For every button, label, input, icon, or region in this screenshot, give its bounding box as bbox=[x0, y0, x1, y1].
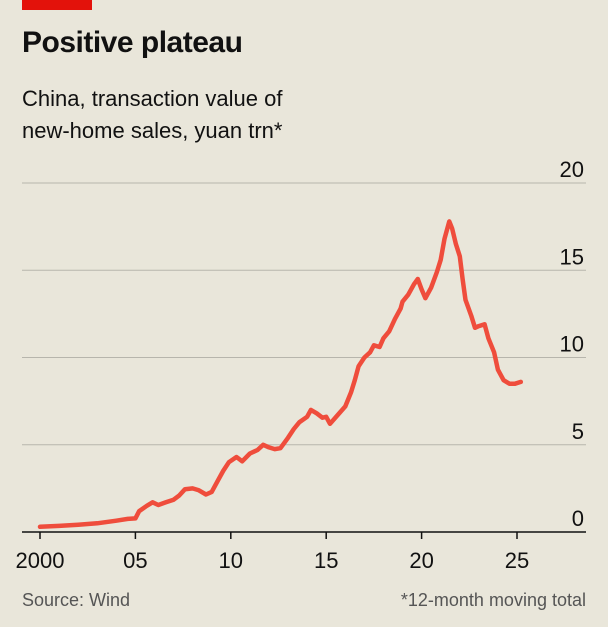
x-tick-label-2000: 2000 bbox=[16, 548, 65, 573]
chart-subtitle-line-2: new-home sales, yuan trn* bbox=[22, 118, 283, 143]
brand-accent-bar bbox=[22, 0, 92, 10]
x-axis: 2000 05 10 15 20 25 bbox=[16, 531, 586, 573]
x-tick-label-15: 15 bbox=[314, 548, 338, 573]
x-tick-label-05: 05 bbox=[123, 548, 147, 573]
series-lines bbox=[37, 219, 524, 530]
source-note: Source: Wind bbox=[22, 590, 131, 610]
x-tick-label-20: 20 bbox=[409, 548, 433, 573]
y-axis-tick-labels: 0 5 10 15 20 bbox=[560, 157, 584, 531]
chart-subtitle: China, transaction value of new-home sal… bbox=[22, 83, 382, 147]
series-line-0 bbox=[37, 219, 524, 530]
y-tick-label-10: 10 bbox=[560, 332, 584, 357]
y-tick-label-0: 0 bbox=[572, 506, 584, 531]
gridlines bbox=[22, 182, 586, 446]
footnote: *12-month moving total bbox=[400, 590, 586, 610]
y-tick-label-5: 5 bbox=[572, 419, 584, 444]
chart-subtitle-line-1: China, transaction value of bbox=[22, 86, 283, 111]
x-tick-label-10: 10 bbox=[219, 548, 243, 573]
chart-title: Positive plateau bbox=[22, 26, 243, 59]
x-tick-label-25: 25 bbox=[505, 548, 529, 573]
y-tick-label-15: 15 bbox=[560, 244, 584, 269]
y-tick-label-20: 20 bbox=[560, 157, 584, 182]
